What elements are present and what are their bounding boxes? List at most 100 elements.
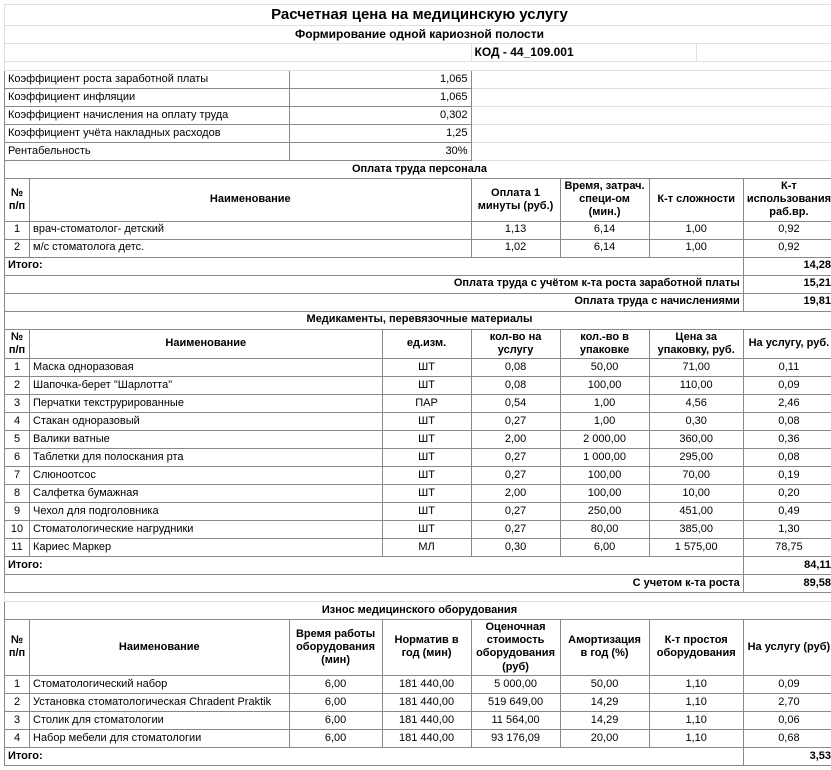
cell-val: 0,30 <box>649 412 743 430</box>
cell-val: 5 000,00 <box>471 675 560 693</box>
coeff-row: Коэффициент инфляции 1,065 <box>5 89 831 107</box>
cell-val: 20,00 <box>560 729 649 747</box>
coeff-value: 1,065 <box>289 71 471 89</box>
cell-val: 50,00 <box>560 358 649 376</box>
col-header: Наименование <box>30 619 290 675</box>
cell-val: 0,27 <box>471 502 560 520</box>
cell-num: 1 <box>5 358 30 376</box>
cell-val: ШТ <box>382 466 471 484</box>
cell-val: 1,00 <box>649 239 743 257</box>
coeff-value: 1,25 <box>289 125 471 143</box>
col-header: № п/п <box>5 179 30 222</box>
table-row: 1Маска одноразоваяШТ0,0850,0071,000,11 <box>5 358 831 376</box>
table-header: № п/п Наименование Оплата 1 минуты (руб.… <box>5 179 831 222</box>
cell-val: 2,00 <box>471 430 560 448</box>
cell-num: 1 <box>5 221 30 239</box>
cell-num: 2 <box>5 693 30 711</box>
cell-num: 11 <box>5 538 30 556</box>
cell-name: Салфетка бумажная <box>30 484 383 502</box>
cell-val: 0,49 <box>743 502 831 520</box>
cell-val: 385,00 <box>649 520 743 538</box>
col-header: Наименование <box>30 179 472 222</box>
col-header: кол.-во в упаковке <box>560 329 649 358</box>
total-value: 89,58 <box>743 574 831 592</box>
cell-val: 6,00 <box>289 675 382 693</box>
cell-val: 6,00 <box>289 729 382 747</box>
total-label: Итого: <box>5 747 744 765</box>
cell-val: 6,00 <box>560 538 649 556</box>
cell-val: 10,00 <box>649 484 743 502</box>
col-header: На услугу (руб) <box>743 619 831 675</box>
page-title: Расчетная цена на медицинскую услугу <box>5 5 831 26</box>
cell-num: 10 <box>5 520 30 538</box>
cell-val: 451,00 <box>649 502 743 520</box>
cell-name: Кариес Маркер <box>30 538 383 556</box>
section-title: Медикаменты, перевязочные материалы <box>5 311 831 329</box>
total-row: Итого: 3,53 <box>5 747 831 765</box>
cell-val: 14,29 <box>560 693 649 711</box>
coeff-row: Коэффициент роста заработной платы 1,065 <box>5 71 831 89</box>
cell-name: Установка стоматологическая Chradent Pra… <box>30 693 290 711</box>
cell-val: 0,27 <box>471 412 560 430</box>
section-title: Оплата труда персонала <box>5 161 831 179</box>
cell-val: 4,56 <box>649 394 743 412</box>
total-row: С учетом к-та роста 89,58 <box>5 574 831 592</box>
section-title: Износ медицинского оборудования <box>5 601 831 619</box>
col-header: Оплата 1 минуты (руб.) <box>471 179 560 222</box>
col-header: № п/п <box>5 619 30 675</box>
cell-val: 519 649,00 <box>471 693 560 711</box>
table-header: № п/п Наименование ед.изм. кол-во на усл… <box>5 329 831 358</box>
cell-val: ШТ <box>382 448 471 466</box>
table-row: 1Стоматологический набор6,00181 440,005 … <box>5 675 831 693</box>
coeff-row: Рентабельность 30% <box>5 143 831 161</box>
total-value: 3,53 <box>743 747 831 765</box>
table-row: 10Стоматологические нагрудникиШТ0,2780,0… <box>5 520 831 538</box>
cell-val: 0,92 <box>743 239 831 257</box>
cell-val: 1,00 <box>649 221 743 239</box>
cell-num: 9 <box>5 502 30 520</box>
coeff-label: Коэффициент учёта накладных расходов <box>5 125 290 143</box>
cell-val: ШТ <box>382 484 471 502</box>
cell-val: ПАР <box>382 394 471 412</box>
cell-val: 6,00 <box>289 711 382 729</box>
cell-val: 100,00 <box>560 484 649 502</box>
col-header: Норматив в год (мин) <box>382 619 471 675</box>
total-row: Итого: 14,28 <box>5 257 831 275</box>
cell-name: Маска одноразовая <box>30 358 383 376</box>
col-header: Амортизация в год (%) <box>560 619 649 675</box>
coeff-value: 30% <box>289 143 471 161</box>
cell-num: 6 <box>5 448 30 466</box>
cell-num: 4 <box>5 729 30 747</box>
total-row: Оплата труда с учётом к-та роста заработ… <box>5 275 831 293</box>
cell-val: 0,68 <box>743 729 831 747</box>
cell-name: Таблетки для полоскания рта <box>30 448 383 466</box>
coeff-label: Коэффициент инфляции <box>5 89 290 107</box>
total-row: Итого: 84,11 <box>5 556 831 574</box>
total-label: С учетом к-та роста <box>5 574 744 592</box>
cell-val: 360,00 <box>649 430 743 448</box>
cell-name: врач-стоматолог- детский <box>30 221 472 239</box>
cell-val: 0,36 <box>743 430 831 448</box>
table-row: 3Столик для стоматологии6,00181 440,0011… <box>5 711 831 729</box>
cell-val: 1,10 <box>649 675 743 693</box>
coeff-value: 0,302 <box>289 107 471 125</box>
cell-name: Стакан одноразовый <box>30 412 383 430</box>
cell-val: ШТ <box>382 502 471 520</box>
cell-num: 1 <box>5 675 30 693</box>
cell-num: 3 <box>5 711 30 729</box>
col-header: К-т использования раб.вр. <box>743 179 831 222</box>
cell-val: 93 176,09 <box>471 729 560 747</box>
cell-val: 0,08 <box>471 376 560 394</box>
cell-val: 71,00 <box>649 358 743 376</box>
table-row: 4Стакан одноразовыйШТ0,271,000,300,08 <box>5 412 831 430</box>
total-row: Оплата труда с начислениями 19,81 <box>5 293 831 311</box>
cell-val: 0,27 <box>471 520 560 538</box>
cell-val: 181 440,00 <box>382 693 471 711</box>
cell-name: Перчатки текструрированные <box>30 394 383 412</box>
cell-val: 0,09 <box>743 675 831 693</box>
cell-val: 6,00 <box>289 693 382 711</box>
total-value: 84,11 <box>743 556 831 574</box>
table-row: 2Шапочка-берет "Шарлотта"ШТ0,08100,00110… <box>5 376 831 394</box>
cell-name: Стоматологический набор <box>30 675 290 693</box>
cell-val: 0,06 <box>743 711 831 729</box>
